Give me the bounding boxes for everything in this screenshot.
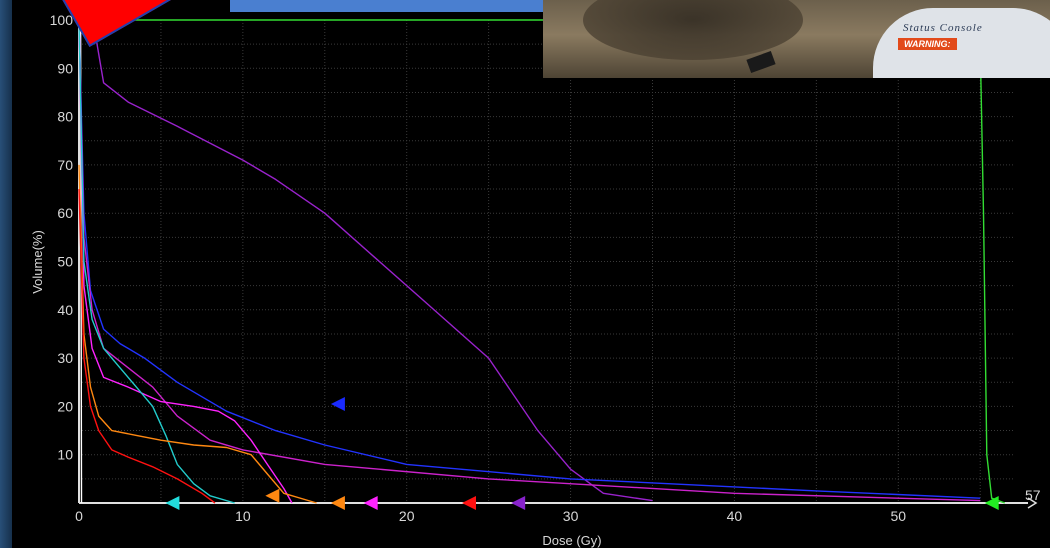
x-tick-label: 50 [891, 508, 907, 524]
marker-5 [461, 496, 476, 510]
marker-3 [330, 496, 345, 510]
series-line-6 [78, 19, 293, 504]
x-tick-label: 30 [563, 508, 579, 524]
series-line-7 [78, 19, 235, 504]
axes [78, 20, 1038, 509]
plot-background [12, 0, 1050, 548]
y-tick-label: 80 [57, 109, 73, 125]
y-tick-label: 40 [57, 302, 73, 318]
x-tick-label: 0 [75, 508, 83, 524]
y-tick-label: 60 [57, 205, 73, 221]
blue-banner [230, 0, 543, 12]
x-axis-arrow [1027, 497, 1038, 509]
y-tick-label: 100 [50, 12, 74, 28]
y-tick-label: 50 [57, 254, 73, 270]
console-photo: Status Console WARNING: [543, 0, 1050, 78]
grid-lines [79, 19, 1013, 503]
marker-2 [265, 488, 280, 503]
y-tick-label: 90 [57, 60, 73, 76]
marker-6 [511, 496, 526, 510]
x-axis-max-label: 57 [1025, 487, 1041, 503]
y-tick-label: 30 [57, 350, 73, 366]
y-tick-label: 10 [57, 447, 73, 463]
series-line-3 [83, 19, 653, 502]
tick-labels: 0 10 20 30 40 50 10 20 30 40 50 60 70 80 90 100 [50, 12, 907, 524]
y-tick-label: 70 [57, 157, 73, 173]
marker-layer [165, 396, 999, 510]
x-tick-label: 10 [235, 508, 251, 524]
status-console-label: Status Console [903, 22, 983, 34]
marker-4 [363, 496, 378, 510]
warning-label: WARNING: [898, 38, 957, 50]
marker-7 [330, 396, 345, 411]
series-line-2 [79, 19, 1006, 504]
left-panel-strip [0, 0, 12, 548]
series-line-5 [78, 19, 981, 502]
x-axis-label: Dose (Gy) [542, 533, 601, 548]
y-tick-label: 20 [57, 398, 73, 414]
x-tick-label: 40 [727, 508, 743, 524]
series-layer [78, 19, 1006, 504]
x-tick-label: 20 [399, 508, 415, 524]
series-line-4 [78, 19, 981, 499]
series-line-9 [78, 189, 216, 504]
series-line-8 [78, 164, 317, 504]
marker-1 [165, 496, 180, 510]
photo-knob [746, 50, 776, 74]
marker-8 [984, 496, 999, 510]
y-axis-label: Volume(%) [30, 230, 45, 294]
